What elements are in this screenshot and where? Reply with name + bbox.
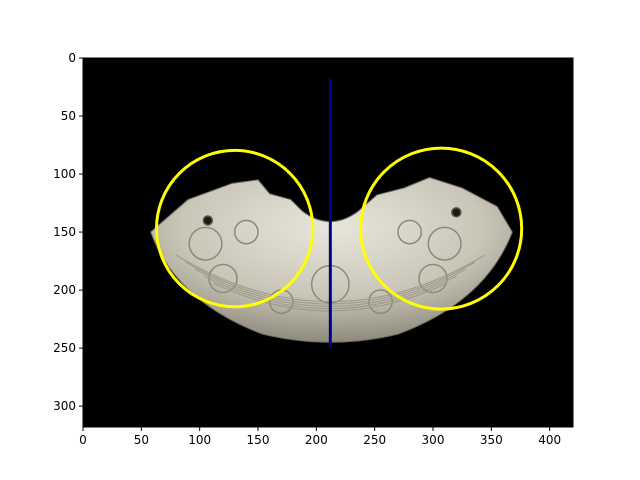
y-tick-label: 0 (68, 51, 76, 65)
eye-hole (202, 215, 214, 226)
x-tick-label: 250 (363, 433, 386, 447)
carved-scroll-motif (188, 226, 223, 261)
x-tick-label: 0 (79, 433, 87, 447)
y-tick-label: 300 (53, 399, 76, 413)
x-tick-label: 350 (480, 433, 503, 447)
y-tick-label: 100 (53, 167, 76, 181)
y-tick-label: 150 (53, 225, 76, 239)
x-tick-label: 200 (305, 433, 328, 447)
axes-frame (82, 57, 574, 428)
plot-area (83, 58, 573, 427)
x-tick-label: 300 (422, 433, 445, 447)
overlay-circle-left-dragon-head (155, 148, 315, 309)
x-tick-label: 50 (134, 433, 149, 447)
y-tick-label: 200 (53, 283, 76, 297)
x-tick-label: 150 (247, 433, 270, 447)
carved-scroll-motif (233, 219, 259, 245)
carved-scroll-motif (397, 219, 423, 245)
y-tick-label: 50 (61, 109, 76, 123)
x-tick-label: 400 (538, 433, 561, 447)
carved-scroll-motif (368, 289, 393, 315)
eye-hole (451, 207, 462, 218)
carved-scroll-motif (427, 226, 462, 261)
y-tick-label: 250 (53, 341, 76, 355)
x-tick-label: 100 (188, 433, 211, 447)
axes: 0 50 100 150 200 250 300 350 400 0 50 100 150 200 250 3… (53, 51, 574, 447)
overlay-circle-right-dragon-head (359, 146, 524, 311)
